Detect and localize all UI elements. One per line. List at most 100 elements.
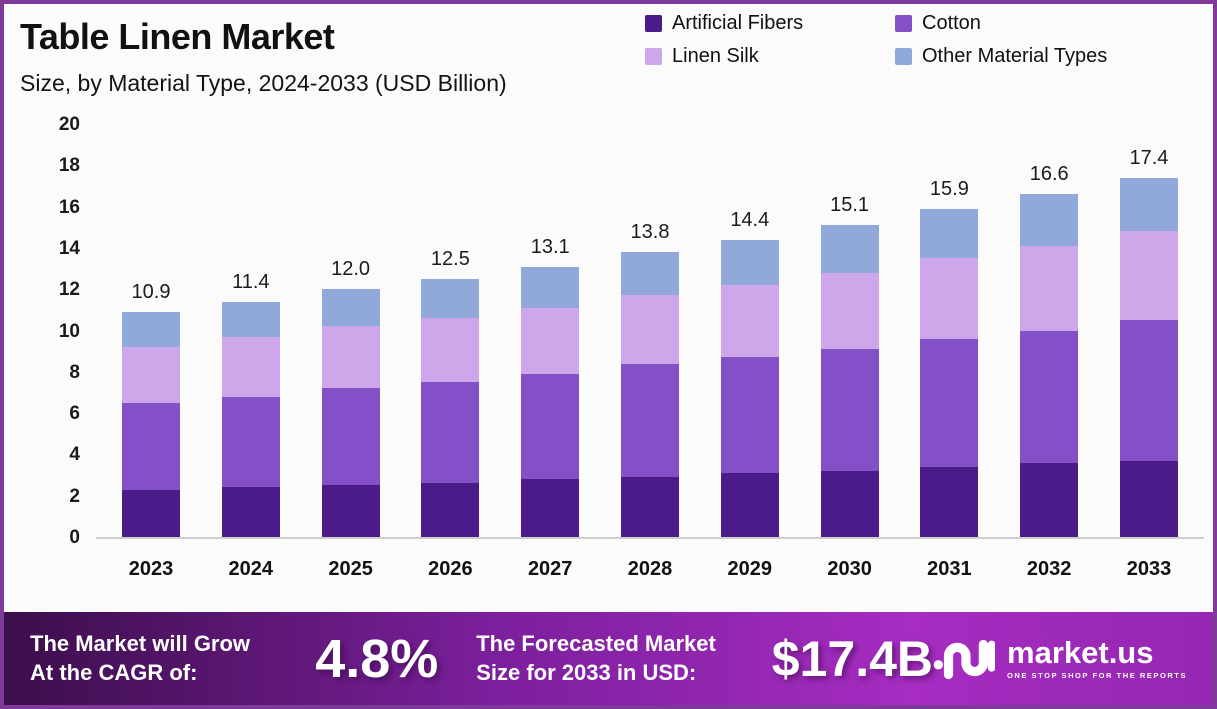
bar-column-2028: 13.8 2028 [620,126,679,580]
bar-segment-linen-silk-2033 [1119,231,1178,321]
bar-segment-linen-silk-2026 [421,318,480,383]
bar-segment-cotton-2030 [820,349,879,471]
x-axis-label: 2032 [1026,558,1072,580]
x-axis-label: 2031 [927,558,972,580]
legend-swatch-icon [645,15,662,32]
bar-segment-artificial-fibers-2031 [920,466,979,537]
bar-column-2024: 11.4 2024 [221,126,280,580]
cagr-label-line1: The Market will Grow [30,630,251,656]
y-axis-label: 16 [58,196,80,218]
legend-item: Linen Silk [645,45,895,68]
stacked-bar-chart: 0 2 4 6 8 10 12 14 16 18 20 10.9 2023 11.4 2024 12.0 20… [4,114,1213,596]
bar-total-label: 12.5 [430,247,470,270]
bar-segment-cotton-2031 [920,338,979,467]
bar-segment-linen-silk-2030 [820,272,879,350]
bar-segment-artificial-fibers-2028 [620,477,679,537]
y-axis-label: 14 [58,237,80,259]
chart-legend: Artificial Fibers Cotton Linen Silk Other M… [645,12,1195,68]
bar-total-label: 16.6 [1029,163,1069,186]
legend-item: Other Material Types [895,45,1195,68]
y-axis-label: 0 [69,527,80,548]
bar-column-2029: 14.4 2029 [720,126,779,580]
bar-segment-linen-silk-2027 [521,307,580,374]
bar-segment-artificial-fibers-2030 [820,470,879,537]
bar-segment-linen-silk-2025 [321,326,380,389]
bar-segment-other-material-types-2027 [521,266,580,308]
bar-column-2030: 15.1 2030 [820,126,879,580]
forecast-value: $17.4B [771,630,933,687]
y-axis-label: 10 [58,320,80,342]
bar-total-label: 13.8 [630,221,670,244]
y-axis-label: 6 [69,403,80,425]
bar-total-label: 12.0 [331,258,371,281]
x-axis-label: 2033 [1126,558,1172,580]
cagr-value: 4.8% [315,628,439,689]
bar-segment-cotton-2026 [421,382,480,484]
bar-column-2023: 10.9 2023 [122,126,180,580]
bar-total-label: 15.9 [929,177,969,200]
bar-segment-linen-silk-2032 [1020,245,1079,331]
legend-swatch-icon [895,48,912,65]
bar-column-2032: 16.6 2032 [1020,126,1079,580]
x-axis-label: 2023 [128,558,174,580]
bar-total-label: 10.9 [131,280,171,303]
legend-item: Cotton [895,12,1195,35]
bar-total-label: 13.1 [530,235,570,258]
bar-column-2025: 12.0 2025 [321,126,380,580]
bar-total-label: 15.1 [830,194,870,217]
bar-segment-other-material-types-2028 [620,252,679,296]
legend-label: Cotton [922,12,981,34]
bar-segment-other-material-types-2030 [820,225,879,273]
bar-segment-other-material-types-2025 [321,289,380,327]
y-axis-label: 18 [58,155,80,177]
bar-segment-artificial-fibers-2029 [720,473,779,537]
bar-segment-other-material-types-2026 [421,278,480,319]
bar-segment-artificial-fibers-2032 [1020,462,1079,537]
y-axis-label: 20 [58,114,80,135]
x-axis-label: 2027 [527,558,573,580]
bar-total-label: 11.4 [232,270,270,293]
bar-segment-cotton-2027 [521,373,580,480]
bar-segment-cotton-2032 [1020,330,1079,463]
bar-column-2027: 13.1 2027 [521,126,580,580]
bar-segment-artificial-fibers-2026 [421,483,480,537]
x-axis-label: 2030 [827,558,872,580]
legend-swatch-icon [645,48,662,65]
x-axis-label: 2028 [627,558,673,580]
bar-segment-artificial-fibers-2033 [1119,460,1178,537]
forecast-label: The Forecasted Market Size for 2033 in U… [476,630,768,687]
bar-segment-linen-silk-2023 [122,347,180,403]
x-axis-label: 2026 [428,558,473,580]
y-axis-label: 8 [69,361,80,383]
page-title: Table Linen Market [20,16,335,57]
bar-total-label: 17.4 [1129,146,1169,169]
marketus-logo-icon [933,639,996,679]
bar-segment-cotton-2023 [122,402,180,490]
bar-segment-other-material-types-2029 [720,239,779,286]
legend-label: Linen Silk [672,45,759,67]
bar-segment-artificial-fibers-2025 [321,485,380,537]
bar-total-label: 14.4 [730,208,770,231]
bar-segment-linen-silk-2024 [221,336,280,397]
bar-segment-cotton-2033 [1119,320,1178,461]
bar-column-2031: 15.9 2031 [920,126,979,580]
legend-item: Artificial Fibers [645,12,895,35]
brand-name: market.us [1007,635,1154,670]
bar-segment-cotton-2024 [221,396,280,488]
bar-segment-other-material-types-2024 [221,301,280,337]
brand-logo: market.us ONE STOP SHOP FOR THE REPORTS [933,635,1187,683]
bar-segment-other-material-types-2023 [122,311,180,348]
y-axis: 0 2 4 6 8 10 12 14 16 18 20 [4,114,80,548]
legend-label: Other Material Types [922,45,1108,67]
bar-segment-artificial-fibers-2024 [221,487,280,537]
plot-area: 10.9 2023 11.4 2024 12.0 2025 12.5 2026 13.1 2027… [96,126,1204,580]
bar-segment-cotton-2029 [720,357,779,473]
footer-banner: The Market will Grow At the CAGR of: 4.8… [4,612,1213,705]
bar-segment-linen-silk-2031 [920,258,979,339]
forecast-label-line1: The Forecasted Market [476,630,716,656]
bar-segment-artificial-fibers-2023 [122,489,180,537]
x-axis-label: 2025 [328,558,373,580]
y-axis-label: 12 [58,279,80,301]
legend-label: Artificial Fibers [672,12,804,34]
